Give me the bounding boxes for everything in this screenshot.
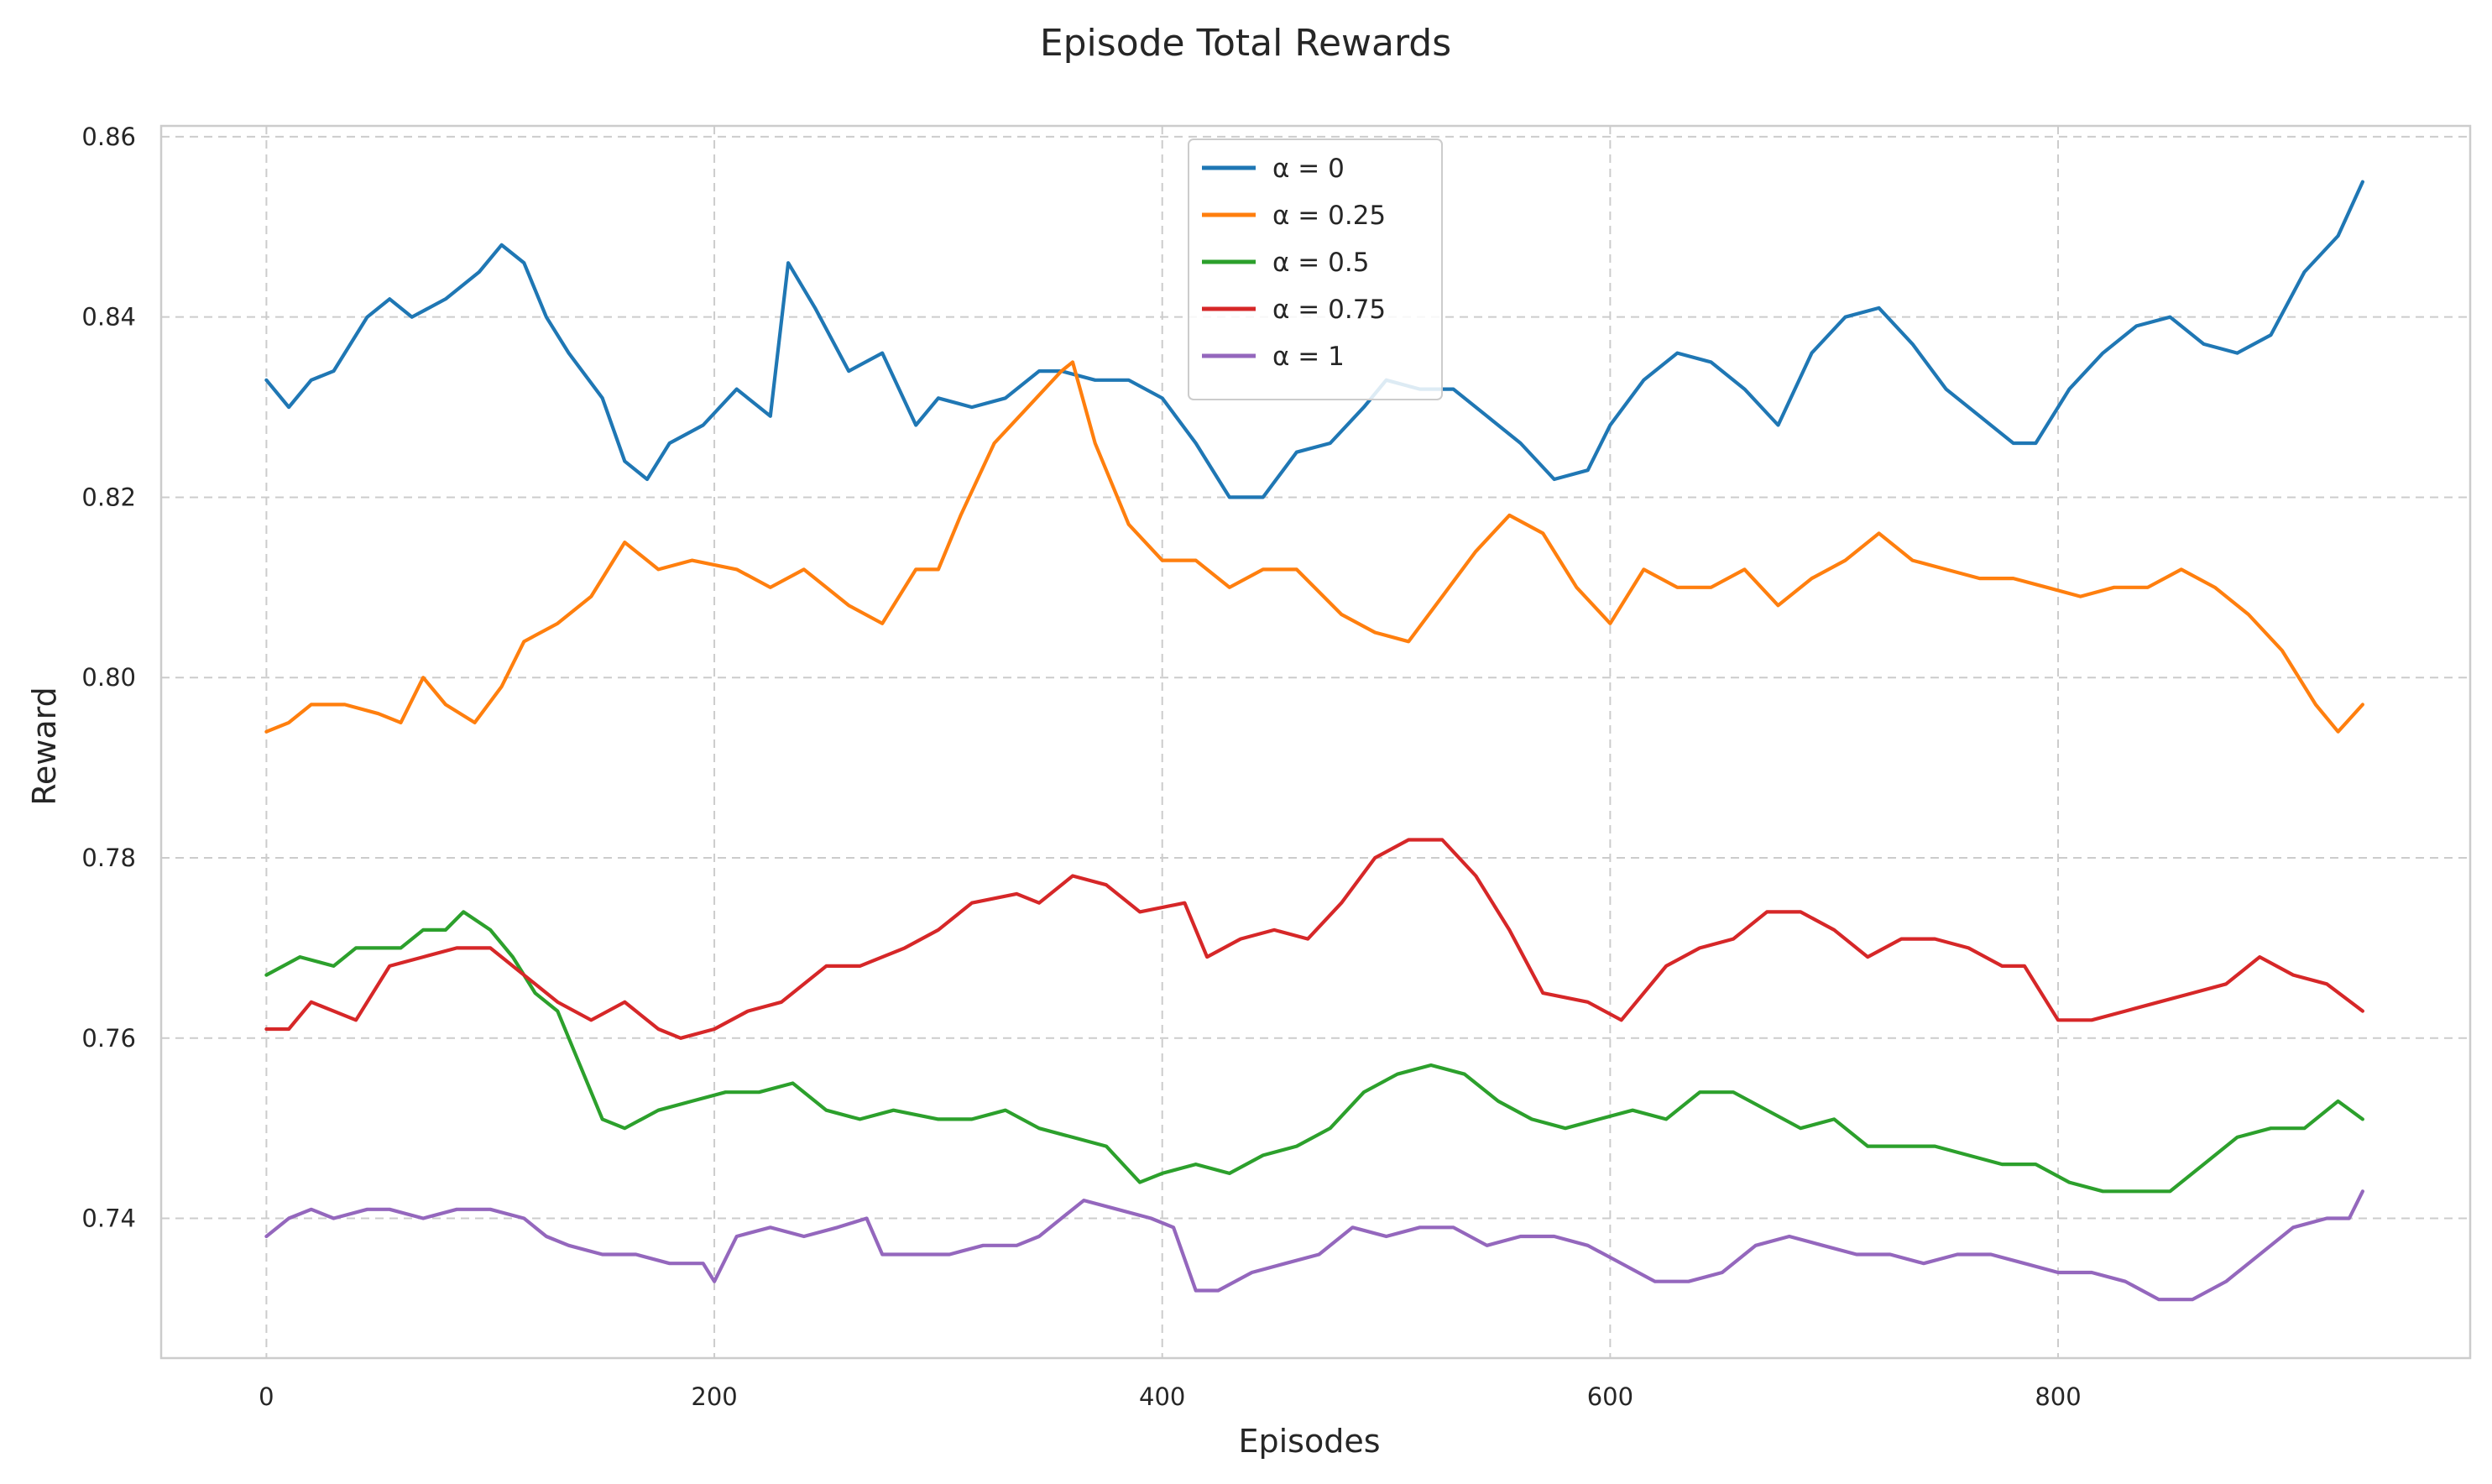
y-tick-label: 0.78 xyxy=(81,844,136,872)
y-tick-label: 0.76 xyxy=(81,1024,136,1053)
series-line-1 xyxy=(264,360,2364,734)
x-tick-label: 200 xyxy=(691,1382,737,1411)
y-tick-label: 0.86 xyxy=(81,123,136,151)
x-axis-label: Episodes xyxy=(1238,1423,1380,1460)
series-line-4 xyxy=(264,1189,2364,1302)
x-tick-label: 800 xyxy=(2035,1382,2081,1411)
grid xyxy=(161,126,2470,1358)
x-tick-label: 600 xyxy=(1587,1382,1633,1411)
y-axis-ticks: 0.74 0.76 0.78 0.80 0.82 0.84 0.86 xyxy=(81,123,136,1233)
chart-title: Episode Total Rewards xyxy=(1040,22,1451,65)
legend: α = 0 α = 0.25 α = 0.5 α = 0.75 α = 1 xyxy=(1188,138,1443,400)
x-axis-ticks: 0 200 400 600 800 xyxy=(259,1382,2082,1411)
series-group xyxy=(264,180,2364,1302)
y-tick-label: 0.82 xyxy=(81,483,136,511)
y-tick-label: 0.84 xyxy=(81,303,136,332)
x-tick-label: 0 xyxy=(259,1382,274,1411)
legend-label: α = 0.5 xyxy=(1272,248,1369,278)
legend-box xyxy=(1188,138,1443,400)
x-tick-label: 400 xyxy=(1139,1382,1185,1411)
legend-label: α = 1 xyxy=(1272,342,1345,372)
series-line-3 xyxy=(264,838,2364,1040)
legend-label: α = 0.25 xyxy=(1272,201,1386,231)
legend-label: α = 0 xyxy=(1272,154,1345,184)
plot-frame xyxy=(159,124,2472,1360)
y-axis-label: Reward xyxy=(26,687,63,806)
y-tick-label: 0.74 xyxy=(81,1204,136,1233)
y-tick-label: 0.80 xyxy=(81,663,136,692)
series-line-2 xyxy=(264,910,2364,1194)
series-line-0 xyxy=(264,180,2364,499)
legend-label: α = 0.75 xyxy=(1272,295,1386,325)
